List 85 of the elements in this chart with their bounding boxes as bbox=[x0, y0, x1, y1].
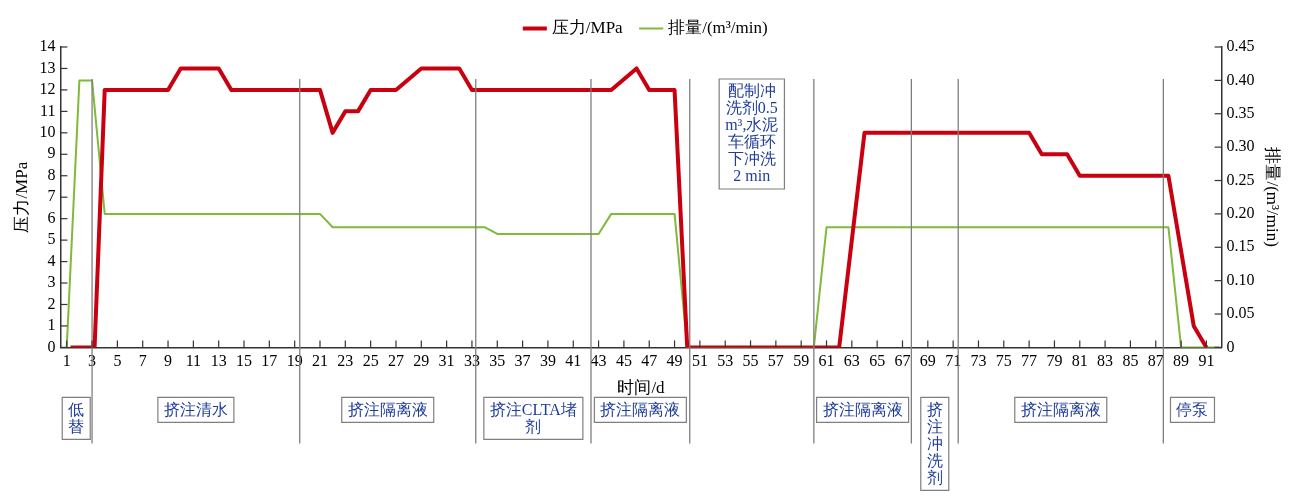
y2-tick-label: 0.20 bbox=[1226, 204, 1255, 222]
y2-tick-label: 0 bbox=[1226, 337, 1235, 355]
x-tick-label: 29 bbox=[413, 352, 430, 370]
x-tick-label: 37 bbox=[514, 352, 531, 370]
y2-tick-label: 0.05 bbox=[1226, 304, 1255, 322]
x-tick-label: 61 bbox=[818, 352, 835, 370]
x-tick-label: 53 bbox=[717, 352, 734, 370]
y2-axis-title: 排量/(m³/min) bbox=[1263, 147, 1283, 247]
x-tick-label: 41 bbox=[565, 352, 582, 370]
x-tick-label: 65 bbox=[869, 352, 886, 370]
x-tick-label: 49 bbox=[666, 352, 683, 370]
x-tick-label: 31 bbox=[438, 352, 455, 370]
text: 挤注清水 bbox=[163, 400, 228, 418]
y2-tick-label: 0.45 bbox=[1226, 37, 1255, 55]
y-tick-label: 7 bbox=[47, 187, 56, 205]
x-tick-label: 35 bbox=[489, 352, 506, 370]
x-tick-label: 21 bbox=[311, 352, 328, 370]
text: 停泵 bbox=[1176, 400, 1209, 418]
y2-tick-label: 0.25 bbox=[1226, 170, 1255, 188]
y-tick-label: 9 bbox=[47, 144, 56, 162]
y-tick-label: 10 bbox=[39, 123, 56, 141]
annotation: 配制冲洗剂0.5 m³,水泥车循环下冲洗2 min bbox=[725, 82, 779, 185]
x-tick-label: 7 bbox=[138, 352, 147, 370]
x-tick-label: 19 bbox=[286, 352, 303, 370]
x-axis-title: 时间/d bbox=[617, 378, 666, 398]
x-tick-label: 67 bbox=[894, 352, 911, 370]
text: 低替 bbox=[68, 400, 85, 435]
y-tick-label: 2 bbox=[47, 294, 56, 312]
x-tick-label: 13 bbox=[210, 352, 227, 370]
text: 挤注隔离液 bbox=[600, 400, 681, 418]
y-tick-label: 8 bbox=[47, 165, 56, 183]
x-tick-label: 59 bbox=[793, 352, 810, 370]
x-tick-label: 57 bbox=[767, 352, 784, 370]
x-tick-label: 69 bbox=[919, 352, 936, 370]
x-tick-label: 9 bbox=[164, 352, 173, 370]
x-tick-label: 73 bbox=[970, 352, 987, 370]
text: 挤注CLTA堵剂 bbox=[489, 400, 577, 435]
legend-label: 压力/MPa bbox=[551, 17, 624, 37]
y2-tick-label: 0.15 bbox=[1226, 237, 1255, 255]
text: 挤注隔离液 bbox=[1020, 400, 1101, 418]
x-tick-label: 85 bbox=[1122, 352, 1139, 370]
y-tick-label: 14 bbox=[39, 37, 56, 55]
x-tick-label: 81 bbox=[1071, 352, 1088, 370]
text: 挤注隔离液 bbox=[347, 400, 428, 418]
y-tick-label: 0 bbox=[47, 337, 56, 355]
x-tick-label: 91 bbox=[1198, 352, 1215, 370]
x-tick-label: 23 bbox=[337, 352, 354, 370]
y-tick-label: 3 bbox=[47, 273, 56, 291]
x-tick-label: 1 bbox=[62, 352, 71, 370]
x-tick-label: 43 bbox=[590, 352, 607, 370]
y-tick-label: 11 bbox=[39, 101, 56, 119]
x-tick-label: 47 bbox=[641, 352, 658, 370]
x-tick-label: 79 bbox=[1046, 352, 1063, 370]
x-tick-label: 17 bbox=[261, 352, 278, 370]
text: 挤注冲洗剂 bbox=[926, 400, 943, 486]
y-tick-label: 4 bbox=[47, 251, 56, 269]
x-tick-label: 75 bbox=[995, 352, 1012, 370]
x-tick-label: 25 bbox=[362, 352, 379, 370]
legend-label: 排量/(m³/min) bbox=[668, 17, 768, 37]
y2-tick-label: 0.35 bbox=[1226, 103, 1255, 121]
y2-tick-label: 0.30 bbox=[1226, 137, 1255, 155]
y-tick-label: 13 bbox=[39, 58, 56, 76]
x-tick-label: 11 bbox=[185, 352, 202, 370]
x-tick-label: 27 bbox=[387, 352, 404, 370]
x-tick-label: 45 bbox=[615, 352, 632, 370]
x-tick-label: 15 bbox=[236, 352, 253, 370]
y-tick-label: 12 bbox=[39, 80, 56, 98]
x-tick-label: 3 bbox=[88, 352, 97, 370]
y-axis-title: 压力/MPa bbox=[11, 161, 31, 233]
x-tick-label: 77 bbox=[1021, 352, 1038, 370]
y-tick-label: 6 bbox=[47, 208, 56, 226]
x-tick-label: 5 bbox=[113, 352, 122, 370]
y-tick-label: 1 bbox=[47, 316, 56, 334]
x-tick-label: 33 bbox=[463, 352, 480, 370]
x-tick-label: 51 bbox=[691, 352, 708, 370]
y-tick-label: 5 bbox=[47, 230, 56, 248]
x-tick-label: 87 bbox=[1147, 352, 1164, 370]
text: 挤注隔离液 bbox=[822, 400, 903, 418]
x-tick-label: 63 bbox=[843, 352, 860, 370]
y2-tick-label: 0.40 bbox=[1226, 70, 1255, 88]
x-tick-label: 89 bbox=[1173, 352, 1190, 370]
y2-tick-label: 0.10 bbox=[1226, 270, 1255, 288]
x-tick-label: 55 bbox=[742, 352, 759, 370]
x-tick-label: 39 bbox=[539, 352, 556, 370]
x-tick-label: 83 bbox=[1097, 352, 1114, 370]
